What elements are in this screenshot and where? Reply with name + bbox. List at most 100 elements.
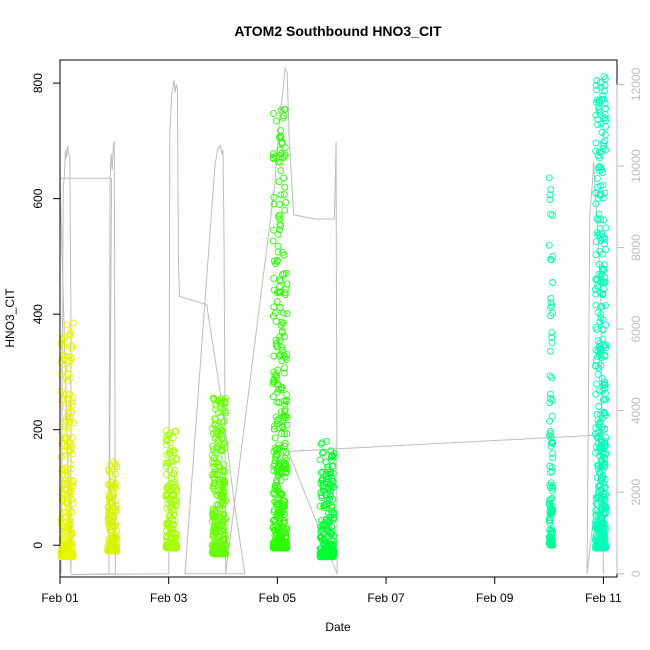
- data-point: [212, 549, 220, 556]
- data-point: [282, 198, 290, 206]
- data-point: [69, 397, 77, 405]
- data-point: [277, 408, 285, 416]
- data-point: [599, 472, 607, 479]
- data-point: [209, 482, 217, 490]
- data-point: [601, 81, 609, 89]
- data-point: [593, 77, 601, 84]
- data-point: [279, 447, 287, 455]
- data-point: [219, 476, 227, 484]
- data-point: [602, 411, 610, 419]
- data-point: [211, 535, 219, 543]
- plot-frame: [59, 59, 618, 578]
- data-point: [208, 458, 216, 466]
- data-point: [221, 477, 229, 485]
- data-point: [171, 467, 179, 474]
- data-point: [278, 430, 285, 438]
- data-point: [548, 468, 556, 476]
- data-point: [58, 395, 66, 403]
- data-point: [272, 336, 280, 344]
- data-point: [279, 319, 287, 327]
- data-point: [548, 396, 556, 404]
- data-point: [600, 408, 608, 416]
- data-point: [64, 550, 72, 558]
- data-point: [283, 391, 291, 399]
- series-1: [104, 458, 121, 555]
- data-point: [592, 390, 600, 398]
- y2-tick-label: 0: [629, 570, 643, 577]
- data-point: [595, 167, 603, 175]
- data-point: [163, 533, 171, 541]
- data-point: [280, 369, 288, 377]
- y2-tick-label: 4000: [629, 397, 643, 424]
- data-point: [546, 499, 553, 507]
- data-point: [62, 422, 70, 430]
- data-point: [111, 470, 119, 478]
- data-point: [596, 387, 603, 395]
- data-point: [275, 487, 283, 495]
- data-point: [270, 425, 278, 433]
- data-point: [280, 497, 287, 505]
- data-point: [66, 518, 74, 526]
- data-point: [164, 520, 172, 528]
- data-point: [172, 427, 180, 435]
- data-point: [66, 460, 74, 468]
- data-point: [277, 191, 285, 199]
- data-point: [220, 510, 228, 518]
- series-4: [269, 105, 291, 552]
- data-point: [60, 333, 68, 341]
- data-point: [324, 474, 331, 482]
- data-point: [111, 483, 119, 491]
- data-point: [280, 364, 288, 372]
- data-point: [600, 492, 607, 500]
- data-point: [273, 257, 281, 265]
- data-point: [549, 211, 556, 219]
- data-point: [210, 475, 218, 483]
- data-point: [320, 501, 328, 509]
- data-point: [276, 277, 284, 285]
- data-point: [278, 347, 286, 354]
- data-point: [328, 527, 336, 535]
- data-point: [221, 407, 229, 415]
- data-point: [591, 285, 599, 293]
- data-point: [280, 270, 288, 278]
- data-point: [65, 396, 73, 403]
- data-point: [105, 502, 113, 510]
- data-point: [548, 487, 556, 495]
- data-point: [547, 256, 555, 264]
- data-point: [602, 123, 610, 131]
- data-point: [592, 494, 600, 502]
- data-point: [547, 312, 555, 320]
- data-point: [219, 545, 227, 553]
- data-point: [162, 492, 170, 500]
- data-point: [283, 465, 291, 473]
- data-point: [276, 461, 284, 468]
- data-point: [65, 488, 73, 496]
- data-point: [273, 298, 281, 305]
- data-point: [270, 286, 278, 294]
- data-point: [283, 350, 291, 358]
- data-point: [68, 407, 76, 415]
- data-point: [596, 224, 604, 232]
- data-point: [165, 511, 173, 519]
- data-point: [548, 302, 556, 310]
- data-point: [593, 96, 601, 104]
- data-point: [221, 398, 229, 405]
- y-axis-label: HNO3_CIT: [3, 288, 17, 348]
- data-point: [63, 500, 71, 508]
- data-point: [282, 355, 290, 363]
- data-point: [546, 517, 554, 525]
- data-point: [599, 139, 607, 147]
- data-point: [602, 301, 609, 309]
- data-point: [273, 388, 281, 396]
- data-point: [172, 456, 180, 464]
- data-point: [272, 521, 280, 529]
- data-point: [599, 267, 607, 275]
- data-point: [283, 526, 291, 533]
- data-point: [548, 334, 556, 341]
- data-point: [317, 545, 325, 553]
- data-point: [58, 544, 66, 552]
- data-point: [58, 485, 66, 493]
- data-point: [596, 452, 604, 460]
- data-point: [208, 424, 216, 432]
- data-point: [548, 463, 556, 471]
